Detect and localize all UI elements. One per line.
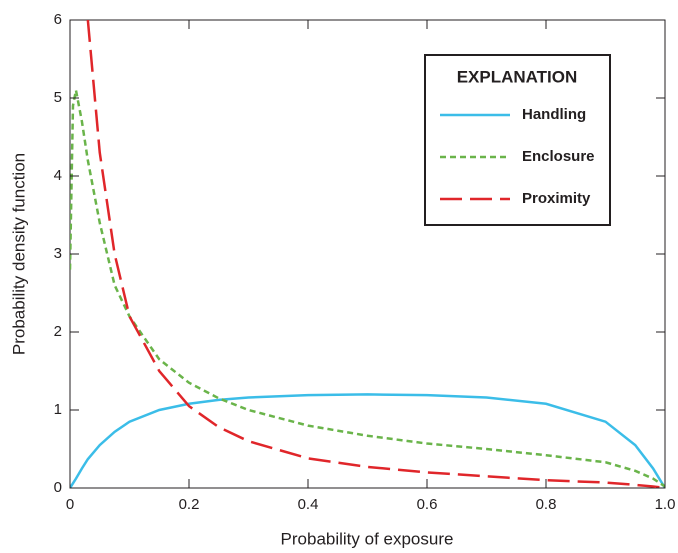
y-tick-label: 6 bbox=[54, 11, 62, 28]
y-tick-label: 1 bbox=[54, 401, 62, 418]
plot-area bbox=[70, 20, 665, 488]
y-tick-label: 2 bbox=[54, 323, 62, 340]
x-tick-label: 1.0 bbox=[655, 496, 676, 513]
x-tick-label: 0.2 bbox=[179, 496, 200, 513]
x-tick-label: 0.8 bbox=[536, 496, 557, 513]
data-line bbox=[86, 20, 665, 488]
legend-label: Proximity bbox=[522, 190, 591, 207]
y-tick-label: 5 bbox=[54, 89, 62, 106]
y-tick-label: 0 bbox=[54, 479, 62, 496]
legend-title: EXPLANATION bbox=[457, 67, 578, 86]
x-tick-label: 0.4 bbox=[298, 496, 319, 513]
legend-label: Handling bbox=[522, 106, 586, 123]
y-axis-label: Probability density function bbox=[9, 153, 28, 355]
y-tick-label: 4 bbox=[54, 167, 62, 184]
x-tick-label: 0.6 bbox=[417, 496, 438, 513]
legend-label: Enclosure bbox=[522, 148, 595, 165]
x-tick-label: 0 bbox=[66, 496, 74, 513]
legend-box bbox=[424, 54, 611, 226]
data-line bbox=[70, 89, 665, 488]
x-axis-label: Probability of exposure bbox=[281, 529, 454, 548]
y-tick-label: 3 bbox=[54, 245, 62, 262]
data-line bbox=[70, 393, 665, 488]
